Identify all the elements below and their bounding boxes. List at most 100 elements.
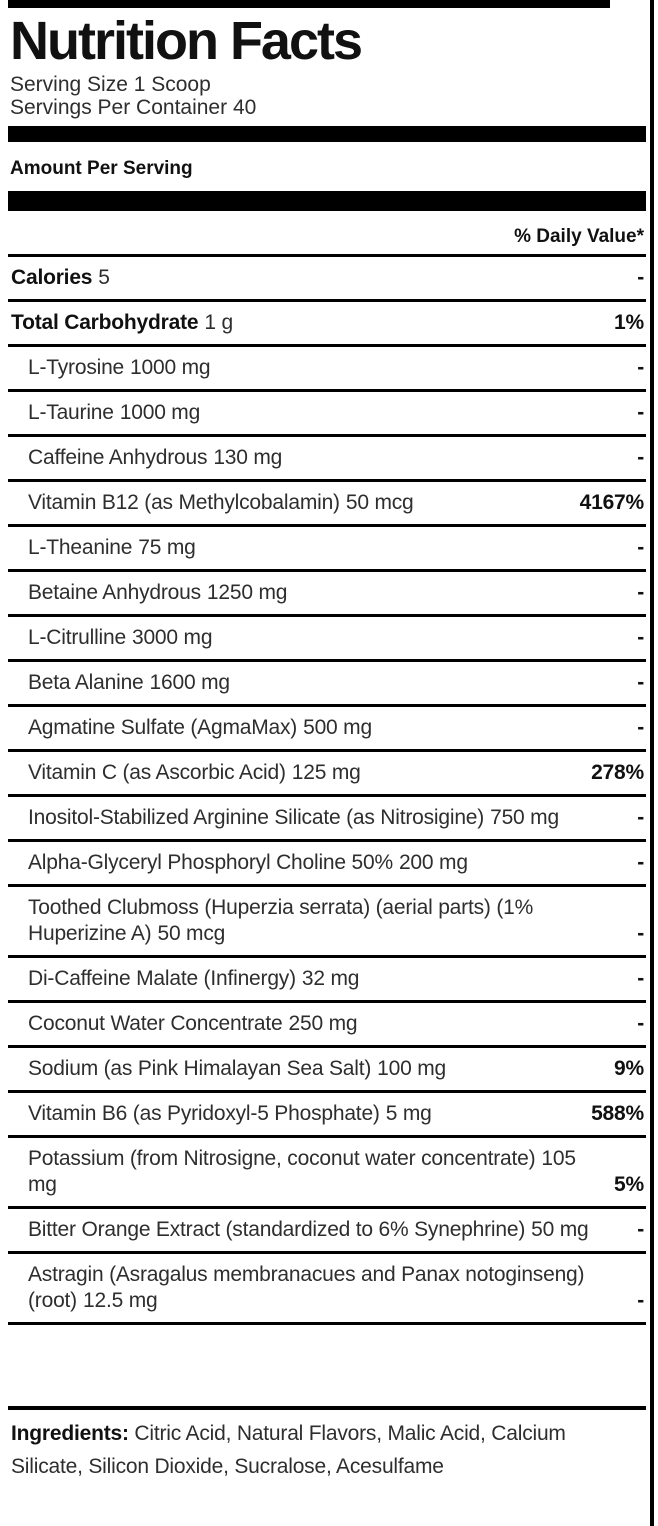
nutrient-name: Caffeine Anhydrous (28, 446, 208, 469)
nutrient-daily-value: - (637, 536, 644, 559)
nutrient-name: Vitamin B6 (as Pyridoxyl-5 Phosphate) (28, 1102, 380, 1125)
nutrient-daily-value: - (637, 446, 644, 469)
nutrient-text: Vitamin B6 (as Pyridoxyl-5 Phosphate) 5 m… (28, 1101, 579, 1127)
nutrient-name: Total Carbohydrate (11, 311, 199, 334)
nutrient-name: Alpha-Glyceryl Phosphoryl Choline 50% (28, 851, 393, 874)
ingredients-section: Ingredients: Citric Acid, Natural Flavor… (8, 1410, 646, 1483)
nutrient-name: Calories (11, 266, 93, 289)
nutrient-daily-value: 5% (614, 1173, 644, 1196)
nutrient-amount: 50 mg (531, 1218, 589, 1241)
nutrient-name: L-Taurine (28, 401, 114, 424)
nutrient-text: Calories 5 (11, 265, 625, 291)
nutrient-amount: 1 g (204, 311, 233, 334)
nutrient-text: Sodium (as Pink Himalayan Sea Salt) 100 m… (28, 1056, 602, 1082)
nutrient-text: Vitamin B12 (as Methylcobalamin) 50 mcg (28, 490, 568, 516)
nutrient-name: Potassium (from Nitrosigne, coconut wate… (28, 1147, 536, 1170)
nutrient-amount: 75 mg (138, 536, 196, 559)
nutrient-daily-value: - (637, 806, 644, 829)
nutrient-amount: 1000 mg (119, 401, 201, 424)
nutrient-amount: 1000 mg (130, 356, 211, 379)
nutrient-text: Caffeine Anhydrous 130 mg (28, 445, 625, 471)
nutrient-row: Alpha-Glyceryl Phosphoryl Choline 50% 200… (8, 842, 646, 887)
nutrient-amount: 12.5 mg (82, 1289, 158, 1312)
nutrient-amount: 3000 mg (131, 626, 213, 649)
nutrient-daily-value: - (637, 1289, 644, 1312)
nutrient-text: Inositol-Stabilized Arginine Silicate (a… (28, 805, 625, 831)
nutrient-text: Agmatine Sulfate (AgmaMax) 500 mg (28, 715, 625, 741)
nutrient-text: Astragin (Asragalus membranacues and Pan… (28, 1262, 625, 1314)
nutrient-amount: 100 mg (377, 1057, 447, 1080)
nutrient-name: Di-Caffeine Malate (Infinergy) (28, 967, 296, 990)
nutrient-daily-value: - (637, 266, 644, 289)
daily-value-header: % Daily Value* (514, 226, 644, 247)
nutrient-name: L-Tyrosine (28, 356, 125, 379)
nutrient-daily-value: 588% (591, 1102, 644, 1125)
nutrient-name: Bitter Orange Extract (standardized to 6… (28, 1218, 526, 1241)
nutrient-name: Betaine Anhydrous (28, 581, 201, 604)
nutrient-daily-value: - (637, 671, 644, 694)
thick-divider-bar (8, 126, 646, 142)
nutrient-row: Beta Alanine 1600 mg - (8, 662, 646, 707)
nutrient-name: Inositol-Stabilized Arginine Silicate (a… (28, 806, 485, 829)
amount-per-serving-heading: Amount Per Serving (10, 158, 193, 179)
ingredients-label: Ingredients: (11, 1422, 129, 1445)
nutrient-daily-value: - (637, 581, 644, 604)
nutrient-row: Agmatine Sulfate (AgmaMax) 500 mg - (8, 707, 646, 752)
nutrient-row: Vitamin B6 (as Pyridoxyl-5 Phosphate) 5 m… (8, 1093, 646, 1138)
nutrient-amount: 1250 mg (206, 581, 288, 604)
servings-per-container: Servings Per Container 40 (10, 96, 257, 119)
nutrient-name: Beta Alanine (28, 671, 144, 694)
nutrient-daily-value: 4167% (579, 491, 645, 514)
nutrient-amount: 250 mg (288, 1012, 358, 1035)
nutrient-name: Toothed Clubmoss (Huperzia serrata) (aer… (28, 896, 534, 945)
nutrient-name: Coconut Water Concentrate (28, 1012, 283, 1035)
label-content: Nutrition Facts Serving Size 1 Scoop Ser… (8, 8, 646, 1483)
nutrient-amount: 130 mg (213, 446, 283, 469)
nutrient-text: Beta Alanine 1600 mg (28, 670, 625, 696)
nutrient-row: Astragin (Asragalus membranacues and Pan… (8, 1254, 646, 1325)
nutrient-text: Alpha-Glyceryl Phosphoryl Choline 50% 200… (28, 850, 625, 876)
thin-divider-line (8, 254, 646, 257)
nutrient-daily-value: - (637, 626, 644, 649)
nutrient-daily-value: 278% (591, 761, 644, 784)
nutrient-row: Betaine Anhydrous 1250 mg - (8, 572, 646, 617)
nutrient-rows: Calories 5 - Total Carbohydrate 1 g 1% L-T… (8, 257, 646, 1325)
nutrient-daily-value: - (637, 401, 644, 424)
top-border-bar (8, 0, 610, 8)
nutrient-row: L-Tyrosine 1000 mg - (8, 347, 646, 392)
serving-size: Serving Size 1 Scoop (10, 73, 211, 96)
nutrient-row: Sodium (as Pink Himalayan Sea Salt) 100 m… (8, 1048, 646, 1093)
nutrient-daily-value: - (637, 967, 644, 990)
nutrient-text: Potassium (from Nitrosigne, coconut wate… (28, 1146, 602, 1198)
nutrient-text: Coconut Water Concentrate 250 mg (28, 1011, 625, 1037)
nutrient-text: Total Carbohydrate 1 g (11, 310, 602, 336)
nutrient-name: Sodium (as Pink Himalayan Sea Salt) (28, 1057, 372, 1080)
ingredients-text: Citric Acid, Natural Flavors, Malic Acid… (11, 1422, 566, 1478)
nutrient-daily-value: 1% (614, 311, 644, 334)
footer-divider-line (8, 1406, 646, 1410)
nutrient-name: L-Citrulline (28, 626, 126, 649)
nutrient-amount: 125 mg (291, 761, 361, 784)
nutrient-row: Potassium (from Nitrosigne, coconut wate… (8, 1138, 646, 1209)
nutrient-amount: 1600 mg (149, 671, 231, 694)
nutrient-row: Vitamin B12 (as Methylcobalamin) 50 mcg 4… (8, 482, 646, 527)
nutrient-daily-value: - (637, 1012, 644, 1035)
nutrient-amount: 200 mg (398, 851, 468, 874)
nutrient-text: Di-Caffeine Malate (Infinergy) 32 mg (28, 966, 625, 992)
nutrient-name: Astragin (Asragalus membranacues and Pan… (28, 1263, 585, 1312)
nutrient-amount: 5 (98, 266, 110, 289)
nutrient-row: Toothed Clubmoss (Huperzia serrata) (aer… (8, 887, 646, 958)
nutrient-row: Coconut Water Concentrate 250 mg - (8, 1003, 646, 1048)
nutrient-daily-value: - (637, 851, 644, 874)
nutrient-text: L-Theanine 75 mg (28, 535, 625, 561)
nutrient-daily-value: 9% (614, 1057, 644, 1080)
nutrient-row: Inositol-Stabilized Arginine Silicate (a… (8, 797, 646, 842)
nutrient-name: Agmatine Sulfate (AgmaMax) (28, 716, 298, 739)
nutrient-row: Calories 5 - (8, 257, 646, 302)
nutrient-daily-value: - (637, 356, 644, 379)
thick-divider-bar (8, 191, 646, 211)
nutrient-amount: 50 mcg (157, 922, 226, 945)
label-title: Nutrition Facts (10, 11, 363, 71)
nutrient-row: L-Taurine 1000 mg - (8, 392, 646, 437)
